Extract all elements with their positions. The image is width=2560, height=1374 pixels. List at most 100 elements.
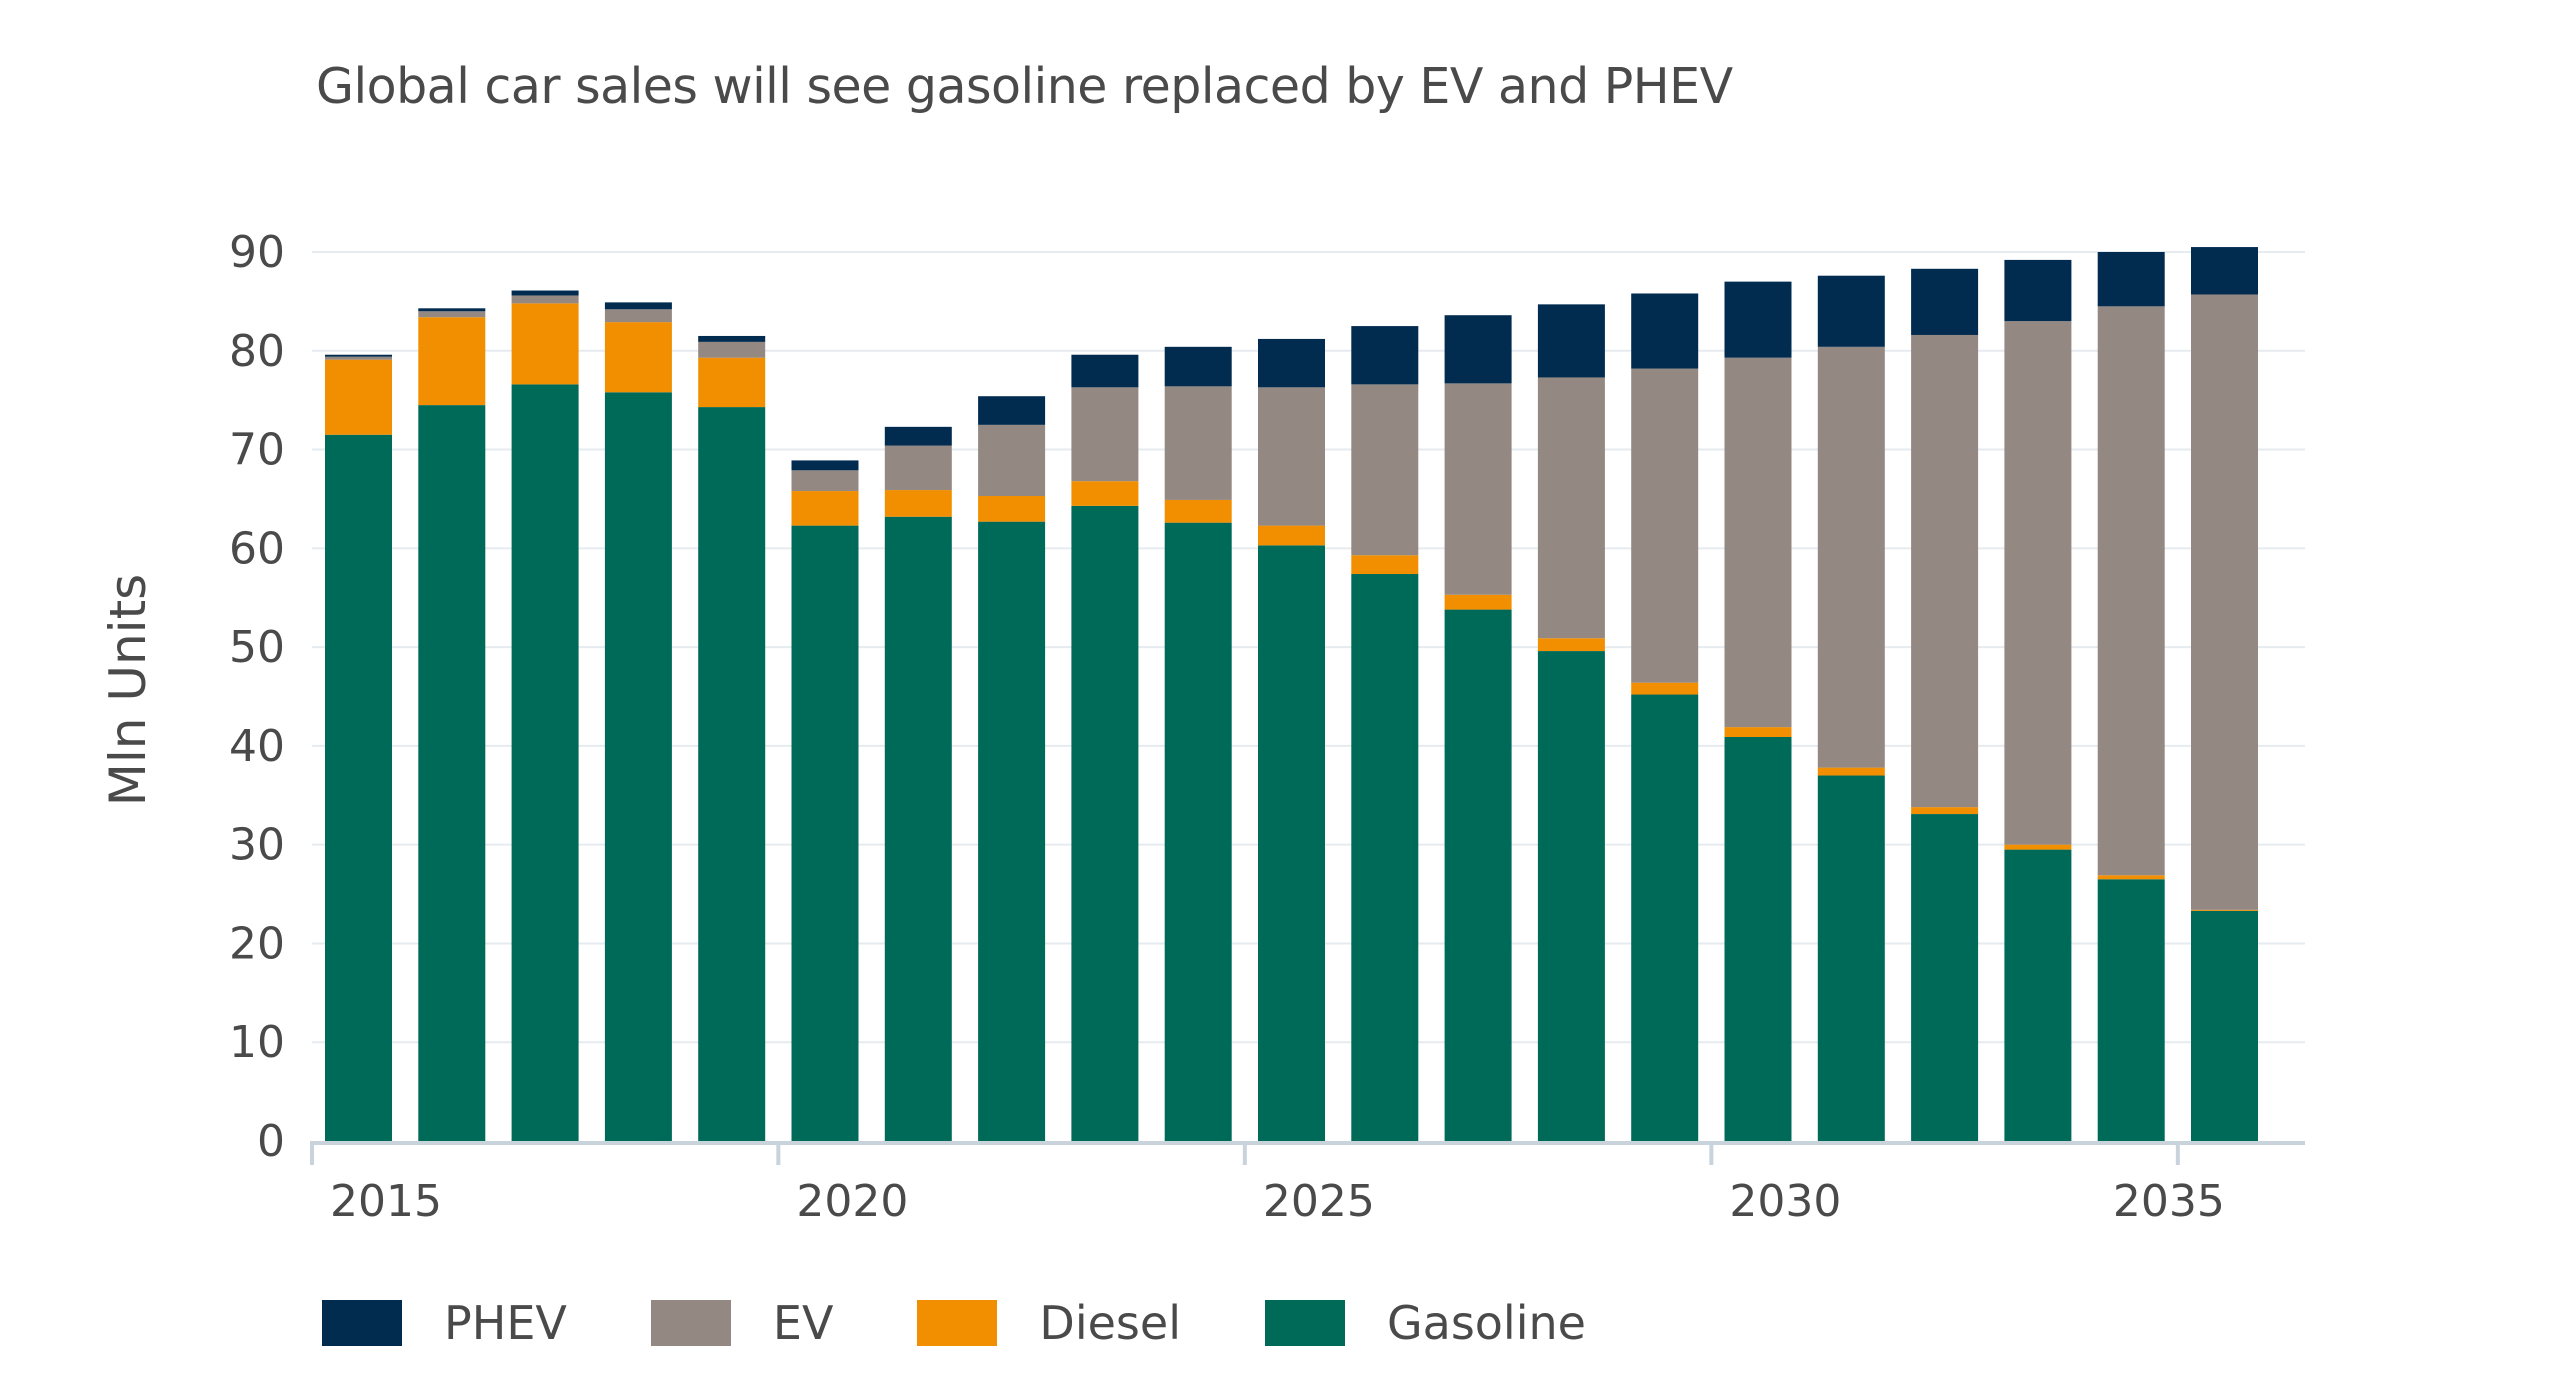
bar-diesel-2032[interactable] bbox=[1911, 807, 1979, 815]
bar-ev-2027[interactable] bbox=[1444, 383, 1512, 595]
bar-phev-2027[interactable] bbox=[1444, 315, 1512, 384]
bar-phev-2028[interactable] bbox=[1537, 304, 1605, 378]
bar-gasoline-2022[interactable] bbox=[978, 521, 1046, 1141]
bar-diesel-2026[interactable] bbox=[1351, 555, 1419, 575]
bar-phev-2035[interactable] bbox=[2191, 247, 2258, 295]
bar-gasoline-2025[interactable] bbox=[1258, 545, 1325, 1141]
bar-group-2015 bbox=[325, 354, 392, 1141]
bar-phev-2025[interactable] bbox=[1258, 338, 1325, 388]
bar-ev-2029[interactable] bbox=[1631, 368, 1699, 683]
bar-phev-2026[interactable] bbox=[1351, 326, 1419, 385]
bar-phev-2023[interactable] bbox=[1071, 354, 1139, 388]
bar-gasoline-2020[interactable] bbox=[791, 525, 859, 1141]
bar-diesel-2028[interactable] bbox=[1537, 638, 1605, 652]
bar-phev-2022[interactable] bbox=[978, 396, 1046, 425]
bar-diesel-2023[interactable] bbox=[1071, 481, 1139, 506]
bar-phev-2015[interactable] bbox=[325, 354, 392, 357]
bar-gasoline-2029[interactable] bbox=[1631, 694, 1699, 1141]
bar-diesel-2024[interactable] bbox=[1164, 499, 1232, 523]
bar-diesel-2030[interactable] bbox=[1724, 727, 1792, 737]
bar-phev-2024[interactable] bbox=[1164, 346, 1232, 387]
bar-ev-2030[interactable] bbox=[1724, 357, 1792, 728]
bar-diesel-2027[interactable] bbox=[1444, 594, 1512, 610]
legend-item-ev[interactable]: EV bbox=[650, 1296, 833, 1350]
bar-gasoline-2032[interactable] bbox=[1911, 814, 1979, 1141]
bar-diesel-2035[interactable] bbox=[2191, 909, 2258, 911]
bar-gasoline-2034[interactable] bbox=[2097, 879, 2165, 1141]
bar-phev-2019[interactable] bbox=[698, 335, 766, 342]
bar-gasoline-2030[interactable] bbox=[1724, 736, 1792, 1141]
bar-ev-2019[interactable] bbox=[698, 341, 766, 358]
bar-gasoline-2016[interactable] bbox=[418, 405, 486, 1141]
bar-ev-2032[interactable] bbox=[1911, 334, 1979, 808]
bar-gasoline-2033[interactable] bbox=[2004, 849, 2072, 1141]
bar-group-2032 bbox=[1911, 268, 1979, 1141]
bar-gasoline-2024[interactable] bbox=[1164, 522, 1232, 1141]
legend-item-gasoline[interactable]: Gasoline bbox=[1264, 1296, 1586, 1350]
bar-ev-2025[interactable] bbox=[1258, 387, 1325, 526]
x-tick-label: 2030 bbox=[1729, 1176, 1841, 1227]
bar-diesel-2031[interactable] bbox=[1817, 767, 1885, 776]
bar-ev-2024[interactable] bbox=[1164, 386, 1232, 500]
legend-item-diesel[interactable]: Diesel bbox=[917, 1296, 1181, 1350]
bar-ev-2031[interactable] bbox=[1817, 346, 1885, 768]
bar-gasoline-2017[interactable] bbox=[511, 384, 579, 1142]
bar-ev-2028[interactable] bbox=[1537, 377, 1605, 639]
bar-diesel-2034[interactable] bbox=[2097, 875, 2165, 880]
bar-phev-2017[interactable] bbox=[511, 290, 579, 296]
bar-ev-2015[interactable] bbox=[325, 356, 392, 360]
bar-ev-2016[interactable] bbox=[418, 311, 486, 318]
bar-diesel-2017[interactable] bbox=[511, 303, 579, 385]
bar-diesel-2022[interactable] bbox=[978, 495, 1046, 522]
legend-item-phev[interactable]: PHEV bbox=[322, 1296, 567, 1350]
bar-gasoline-2027[interactable] bbox=[1444, 609, 1512, 1141]
bar-diesel-2021[interactable] bbox=[884, 490, 952, 517]
bar-diesel-2020[interactable] bbox=[791, 491, 859, 526]
bar-gasoline-2015[interactable] bbox=[325, 434, 392, 1141]
bar-ev-2023[interactable] bbox=[1071, 387, 1139, 482]
bar-phev-2030[interactable] bbox=[1724, 281, 1792, 358]
y-tick-label: 60 bbox=[229, 523, 285, 574]
bar-phev-2031[interactable] bbox=[1817, 275, 1885, 347]
bar-phev-2033[interactable] bbox=[2004, 259, 2072, 322]
bar-phev-2020[interactable] bbox=[791, 460, 859, 471]
bar-diesel-2016[interactable] bbox=[418, 317, 486, 406]
bar-gasoline-2035[interactable] bbox=[2191, 910, 2258, 1141]
bar-phev-2032[interactable] bbox=[1911, 268, 1979, 335]
bar-phev-2016[interactable] bbox=[418, 308, 486, 312]
bar-gasoline-2026[interactable] bbox=[1351, 574, 1419, 1141]
bar-gasoline-2023[interactable] bbox=[1071, 505, 1139, 1141]
bar-phev-2018[interactable] bbox=[604, 302, 672, 310]
bar-diesel-2018[interactable] bbox=[604, 322, 672, 393]
bar-gasoline-2031[interactable] bbox=[1817, 775, 1885, 1141]
x-tick-label: 2035 bbox=[2113, 1176, 2225, 1227]
bar-phev-2029[interactable] bbox=[1631, 293, 1699, 369]
legend-swatch-gasoline bbox=[1264, 1300, 1345, 1346]
bar-group-2020 bbox=[791, 460, 859, 1141]
bar-diesel-2015[interactable] bbox=[325, 359, 392, 435]
bar-gasoline-2018[interactable] bbox=[604, 392, 672, 1142]
bar-phev-2034[interactable] bbox=[2097, 252, 2165, 307]
bar-ev-2020[interactable] bbox=[791, 470, 859, 492]
legend-swatch-ev bbox=[650, 1300, 731, 1346]
bar-gasoline-2021[interactable] bbox=[884, 516, 952, 1141]
bar-gasoline-2028[interactable] bbox=[1537, 651, 1605, 1141]
bar-ev-2026[interactable] bbox=[1351, 384, 1419, 556]
bar-ev-2018[interactable] bbox=[604, 309, 672, 323]
x-axis: 2015 2020 2025 2030 2035 bbox=[310, 1141, 2305, 1227]
bar-diesel-2019[interactable] bbox=[698, 357, 766, 408]
bar-ev-2021[interactable] bbox=[884, 445, 952, 491]
bar-ev-2022[interactable] bbox=[978, 424, 1046, 496]
bar-ev-2034[interactable] bbox=[2097, 306, 2165, 876]
bar-gasoline-2019[interactable] bbox=[698, 407, 766, 1141]
y-tick-label: 30 bbox=[229, 820, 285, 871]
bar-ev-2033[interactable] bbox=[2004, 321, 2072, 845]
bar-group-2028 bbox=[1537, 304, 1605, 1141]
bar-ev-2017[interactable] bbox=[511, 295, 579, 304]
bar-diesel-2029[interactable] bbox=[1631, 682, 1699, 695]
bar-diesel-2025[interactable] bbox=[1258, 525, 1325, 546]
bar-phev-2021[interactable] bbox=[884, 426, 952, 446]
bar-ev-2035[interactable] bbox=[2191, 294, 2258, 910]
bar-diesel-2033[interactable] bbox=[2004, 844, 2072, 850]
